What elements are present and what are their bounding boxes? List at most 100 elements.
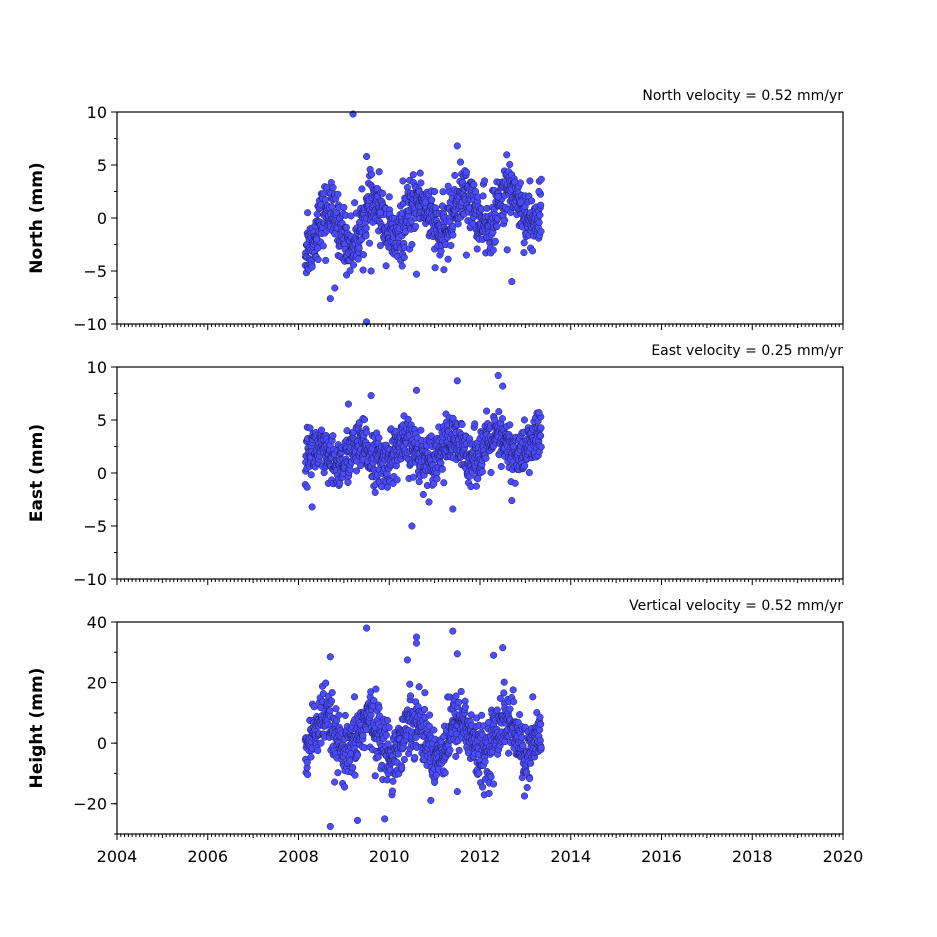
data-point [352,467,361,475]
data-point [471,420,479,428]
data-point [362,428,370,436]
data-point [412,639,421,647]
data-point [346,267,354,275]
data-point [379,189,387,197]
data-point [417,426,425,434]
data-point [326,295,334,303]
y-ticks: 40 20 0 −20 [73,613,117,835]
data-point [535,187,543,196]
panel-north: 10 5 0 −5 −10 North (mm) North velocity = 0.52… [27,88,844,334]
data-point [314,747,322,755]
data-point [362,232,370,240]
data-point [367,267,375,275]
data-point [342,223,350,231]
data-point [498,415,506,423]
data-point [326,653,334,661]
data-point [427,796,435,804]
data-point [408,240,416,249]
data-point [478,711,486,719]
data-point [317,739,325,747]
data-point [491,237,499,245]
data-point [529,247,537,255]
data-point [347,212,355,220]
data-point [331,284,339,292]
x-ticks: 2004 2006 2008 2010 2012 2014 2016 2018 2020 [97,834,863,866]
data-point [368,170,376,178]
panel-height: 2004 2006 2008 2010 2012 2014 2016 2018 2020 40 20… [27,598,863,866]
data-point [494,193,502,201]
data-point [527,759,535,767]
data-point [408,522,416,530]
y-tick-label: 10 [87,103,107,122]
data-point [365,239,374,247]
data-point [487,468,495,477]
data-point [319,190,327,198]
data-point [358,185,366,193]
data-point [454,220,462,228]
data-point [362,224,370,232]
y-tick-label: 10 [87,358,107,377]
data-point [520,416,528,424]
data-point [479,783,487,791]
data-point [388,787,397,795]
data-point [304,209,312,217]
data-point [404,415,412,423]
data-point [503,151,511,159]
data-point [482,454,490,462]
data-point [354,255,362,263]
data-point [528,197,536,205]
data-point [536,211,544,219]
data-point [483,407,491,415]
data-point [419,490,427,499]
x-tick-label: 2004 [97,847,138,866]
data-point [307,753,315,761]
data-point [444,182,452,190]
data-point [456,158,465,166]
data-point [351,199,359,207]
y-ticks: 10 5 0 −5 −10 [73,358,117,589]
data-point [537,432,545,440]
data-point [376,209,384,217]
data-point [353,816,362,824]
data-point [526,775,534,783]
data-point [520,249,528,257]
data-point [415,478,423,486]
data-point [511,479,519,487]
data-point [389,777,397,785]
data-point [382,262,390,270]
data-point [537,443,545,451]
y-tick-label: 0 [97,209,107,228]
data-point [398,262,406,270]
data-point [505,749,513,757]
data-point [490,780,498,788]
data-point [306,424,314,432]
data-point [431,187,439,196]
data-point [535,409,543,417]
data-point [367,392,375,400]
data-point [359,251,368,259]
data-point [521,462,529,470]
data-point [334,769,342,777]
data-point [340,203,348,211]
data-point [304,771,312,779]
data-point [331,778,339,786]
data-point [308,503,316,511]
data-point [335,711,343,719]
data-point [509,686,517,694]
data-point [412,270,421,278]
data-point [520,239,528,247]
data-point [537,227,545,235]
data-point [506,160,514,169]
data-point [322,256,330,264]
data-point [415,683,423,691]
data-point [359,266,367,274]
data-point [385,723,393,732]
velocity-annotation: North velocity = 0.52 mm/yr [642,88,843,104]
x-tick-label: 2018 [732,847,773,866]
y-axis-label: East (mm) [27,424,47,522]
data-point [501,216,509,224]
y-tick-label: −20 [73,795,107,814]
data-point [363,152,371,161]
panel-east: 10 5 0 −5 −10 East (mm) East velocity = 0.25 m… [27,343,844,589]
